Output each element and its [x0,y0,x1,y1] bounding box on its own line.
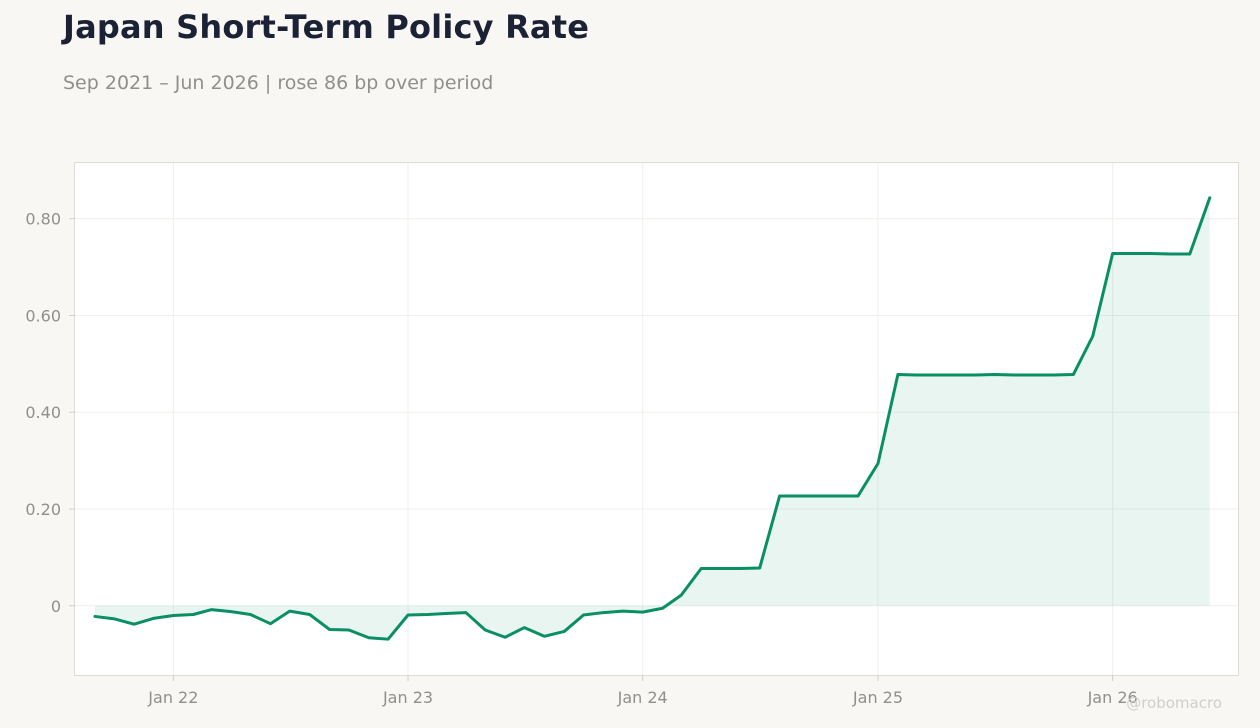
data-point [444,612,447,615]
data-point [152,617,155,620]
data-point [93,615,96,618]
data-point [602,611,605,614]
data-point [1033,373,1036,376]
watermark: @robomacro [1126,694,1222,712]
data-point [407,613,410,616]
series-area [94,197,1210,640]
data-point [1131,252,1134,255]
data-point [523,626,526,629]
data-point [719,567,722,570]
data-point [582,613,585,616]
data-point [641,611,644,614]
data-point [1013,373,1016,376]
chart-title: Japan Short-Term Policy Rate [63,8,590,46]
x-tick-label: Jan 23 [382,688,433,707]
y-tick-label: 0.60 [25,306,61,325]
data-point [1169,252,1172,255]
data-point [308,613,311,616]
data-point [896,373,899,376]
data-point [817,494,820,497]
y-axis-ticks: 0 0.20 0.40 0.60 0.80 [25,210,75,616]
data-point [974,373,977,376]
data-point [1072,373,1075,376]
data-point [778,494,781,497]
y-tick-label: 0.40 [25,403,61,422]
data-point [230,610,233,613]
data-point [347,628,350,631]
data-point [758,567,761,570]
chart-subtitle: Sep 2021 – Jun 2026 | rose 86 bp over pe… [63,72,494,94]
y-tick-label: 0.80 [25,210,61,229]
data-point [680,594,683,597]
y-tick-label: 0 [51,597,61,616]
data-point [288,610,291,613]
data-point [739,567,742,570]
data-point [269,622,272,625]
gridlines [75,163,1238,675]
data-point [426,613,429,616]
data-point [387,638,390,641]
data-point [1188,252,1191,255]
data-point [1208,196,1211,199]
data-point [543,635,546,638]
data-point [798,494,801,497]
data-point [700,567,703,570]
x-tick-label: Jan 26 [1087,688,1138,707]
data-point [504,636,507,639]
data-point [621,610,624,613]
data-point [954,373,957,376]
y-tick-label: 0.20 [25,500,61,519]
data-point [1091,335,1094,338]
data-point [464,611,467,614]
data-point [563,630,566,633]
x-tick-label: Jan 24 [617,688,668,707]
data-point [249,613,252,616]
data-point [328,628,331,631]
data-point [1149,252,1152,255]
x-tick-label: Jan 22 [147,688,198,707]
area-fill [94,197,1210,640]
plot-area [74,162,1239,676]
data-point [1111,252,1114,255]
series-line [93,196,1212,641]
data-point [192,613,195,616]
x-axis-ticks: Jan 22 Jan 23 Jan 24 Jan 25 Jan 26 [147,675,1138,707]
data-point [993,373,996,376]
data-point [484,628,487,631]
x-tick-label: Jan 25 [852,688,903,707]
data-point [210,608,213,611]
data-point [857,494,860,497]
series-path [93,196,1212,641]
data-point [914,373,917,376]
data-point [1052,373,1055,376]
data-point [661,607,664,610]
data-point [934,373,937,376]
data-point [113,617,116,620]
data-point [367,636,370,639]
data-point [876,462,879,465]
data-point [837,494,840,497]
data-point [172,614,175,617]
data-point [133,623,136,626]
